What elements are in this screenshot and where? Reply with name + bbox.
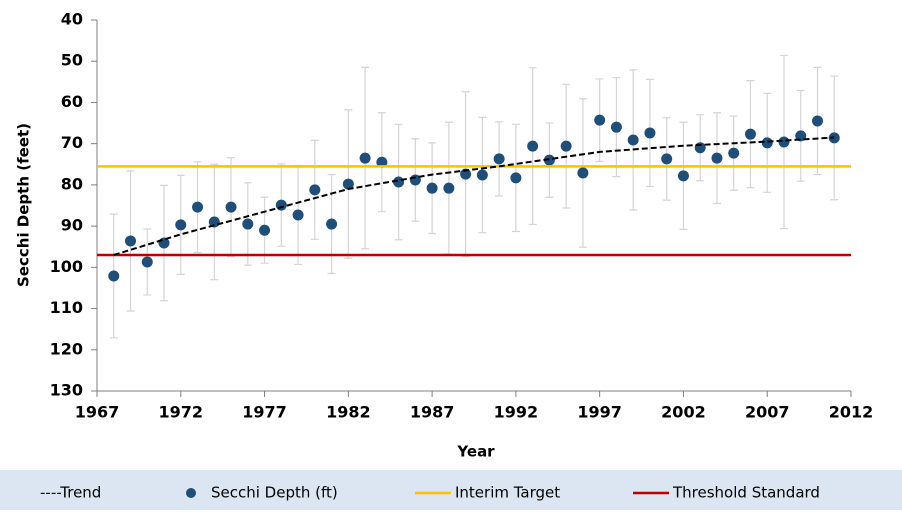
legend-label: ----Trend	[40, 484, 101, 502]
data-point	[460, 168, 472, 180]
x-tick-label: 1977	[242, 403, 287, 422]
data-point	[309, 184, 321, 196]
data-point	[677, 170, 689, 182]
legend-label: Interim Target	[455, 484, 560, 502]
y-tick-label: 100	[50, 257, 83, 276]
x-axis-title: Year	[456, 443, 495, 461]
data-point	[661, 153, 673, 165]
data-point	[577, 167, 589, 179]
data-point	[610, 121, 622, 133]
x-tick-label: 1987	[410, 403, 455, 422]
data-point	[192, 201, 204, 213]
data-point	[510, 172, 522, 184]
data-point	[376, 156, 388, 168]
data-point	[108, 270, 120, 282]
y-tick-label: 120	[50, 339, 83, 358]
y-tick-label: 60	[61, 92, 83, 111]
x-tick-label: 2012	[829, 403, 874, 422]
x-tick-label: 2002	[661, 403, 706, 422]
x-tick-label: 1997	[577, 403, 622, 422]
data-point	[711, 152, 723, 164]
data-point	[594, 114, 606, 126]
data-point	[560, 140, 572, 152]
data-point	[811, 115, 823, 127]
y-tick-label: 70	[61, 133, 83, 152]
data-point	[275, 199, 287, 211]
data-point	[728, 147, 740, 159]
legend-background	[0, 470, 902, 510]
data-point	[359, 152, 371, 164]
data-point	[443, 182, 455, 194]
x-tick-label: 1982	[326, 403, 371, 422]
data-point	[476, 169, 488, 181]
y-tick-label: 50	[61, 51, 83, 70]
data-point	[426, 182, 438, 194]
data-point	[175, 219, 187, 231]
data-point	[259, 224, 271, 236]
y-tick-label: 40	[61, 10, 83, 29]
data-point	[644, 127, 656, 139]
y-tick-label: 110	[50, 298, 83, 317]
legend-label: Threshold Standard	[672, 484, 820, 502]
trend-line	[113, 136, 835, 256]
data-point	[493, 153, 505, 165]
data-point	[208, 216, 220, 228]
x-tick-label: 1967	[75, 403, 120, 422]
data-point	[225, 201, 237, 213]
data-point	[125, 235, 137, 247]
data-point	[527, 140, 539, 152]
data-point	[761, 137, 773, 149]
data-point	[242, 218, 254, 230]
y-tick-label: 130	[50, 381, 83, 400]
y-axis-title: Secchi Depth (feet)	[15, 123, 33, 287]
data-point	[627, 134, 639, 146]
data-point	[141, 256, 153, 268]
x-tick-label: 2007	[745, 403, 790, 422]
y-tick-label: 90	[61, 216, 83, 235]
legend-marker	[186, 488, 196, 498]
data-point	[543, 154, 555, 166]
y-tick-label: 80	[61, 174, 83, 193]
x-tick-label: 1972	[159, 403, 204, 422]
legend-label: Secchi Depth (ft)	[211, 484, 338, 502]
data-point	[744, 128, 756, 140]
data-point	[778, 136, 790, 148]
data-point	[326, 218, 338, 230]
data-point	[342, 178, 354, 190]
x-tick-label: 1992	[494, 403, 539, 422]
data-point	[292, 209, 304, 221]
